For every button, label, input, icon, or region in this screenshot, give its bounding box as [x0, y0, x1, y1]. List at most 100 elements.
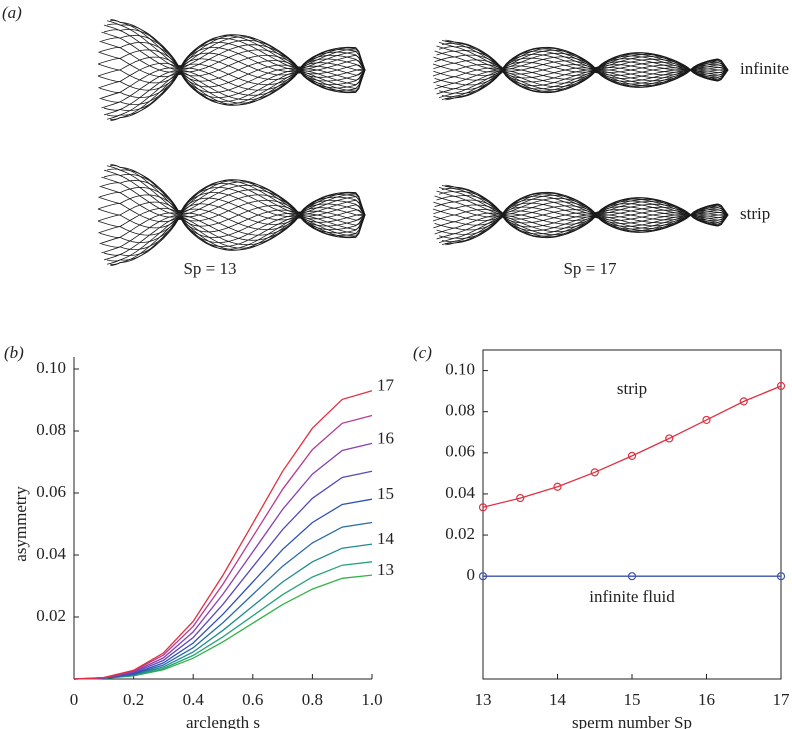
- waveform-line: [98, 81, 121, 89]
- waveform-line: [99, 87, 121, 93]
- waveform-line: [434, 201, 456, 208]
- x-tick-label: 0.8: [302, 690, 323, 709]
- waveform-line: [434, 56, 456, 63]
- waveform-line: [433, 62, 456, 70]
- series-label: 13: [377, 560, 394, 579]
- data-point: [478, 503, 488, 512]
- y-tick-label: 0.10: [445, 359, 475, 378]
- series-line: [73, 390, 373, 680]
- waveform-line: [110, 262, 121, 265]
- waveform-line: [106, 168, 121, 171]
- waveform-line: [103, 252, 121, 256]
- waveform-line: [97, 63, 121, 71]
- waveform-line: [432, 208, 456, 216]
- y-tick-label: 0.02: [445, 524, 475, 543]
- waveform-line: [99, 236, 121, 245]
- waveform-line: [101, 246, 121, 254]
- waveform-line: [433, 215, 456, 223]
- x-tick-label: 13: [475, 690, 492, 709]
- plot-frame: [482, 349, 782, 680]
- waveform-line: [97, 214, 121, 222]
- data-point: [516, 493, 525, 503]
- waveform-line: [436, 84, 456, 90]
- data-point: [627, 451, 637, 460]
- waveform-line: [119, 166, 366, 237]
- waveform-line: [454, 56, 729, 88]
- waveform-line: [432, 69, 456, 77]
- series-line: [73, 521, 373, 680]
- waveform-line: [436, 229, 456, 235]
- x-tick-label: 0.6: [242, 690, 263, 709]
- row-label: infinite: [740, 59, 789, 78]
- waveform-line: [119, 182, 366, 241]
- row-label: strip: [740, 204, 770, 223]
- waveform-line: [101, 98, 121, 103]
- waveform-line: [454, 201, 729, 233]
- waveform-line: [438, 191, 456, 195]
- waveform-line: [433, 76, 456, 84]
- series-label: 15: [377, 484, 394, 503]
- waveform-line: [119, 193, 366, 264]
- column-label: Sp = 13: [183, 259, 236, 278]
- waveform-line: [99, 232, 121, 238]
- x-tick-label: 15: [624, 690, 641, 709]
- waveform-line: [106, 114, 121, 117]
- waveform-line: [434, 195, 456, 203]
- y-tick-label: 0.06: [445, 442, 475, 461]
- data-point: [776, 572, 786, 581]
- waveform-line: [433, 221, 456, 229]
- waveform-line: [101, 37, 121, 42]
- data-point: [739, 397, 748, 406]
- series-line: [73, 574, 373, 680]
- x-tick-label: 1.0: [361, 690, 382, 709]
- waveform-line: [445, 242, 456, 245]
- waveform-line: [438, 235, 456, 239]
- waveform-line: [99, 40, 121, 49]
- waveform-line: [441, 94, 456, 98]
- x-axis-label: sperm number Sp: [572, 713, 692, 729]
- waveform-line: [436, 195, 456, 201]
- waveform-line: [119, 39, 366, 93]
- waveform-line: [110, 165, 121, 168]
- waveform-line: [101, 101, 121, 109]
- waveform-line: [436, 50, 456, 56]
- waveform-line: [445, 97, 456, 100]
- y-tick-label: 0.10: [36, 358, 66, 377]
- data-point: [590, 468, 599, 477]
- waveform-line: [119, 213, 366, 251]
- series-label: 17: [377, 376, 395, 395]
- x-tick-label: 0.2: [123, 690, 144, 709]
- waveform-line: [101, 182, 121, 187]
- waveform-line: [101, 176, 121, 184]
- waveform-line: [441, 42, 456, 46]
- waveform-line: [119, 192, 366, 264]
- data-point: [627, 572, 637, 581]
- waveform-line: [119, 47, 366, 119]
- waveform-line: [98, 203, 121, 210]
- waveform-line: [97, 69, 121, 77]
- waveform-line: [119, 196, 366, 261]
- series-label: infinite fluid: [589, 587, 675, 606]
- series-line: [73, 498, 373, 680]
- waveform-line: [454, 62, 729, 88]
- waveform-line: [119, 166, 366, 238]
- x-tick-label: 14: [549, 690, 567, 709]
- waveform-line: [119, 184, 366, 238]
- panel-label: (b): [4, 343, 24, 362]
- waveform-line: [119, 47, 366, 101]
- waveform-line: [119, 21, 366, 93]
- waveform-line: [106, 23, 121, 26]
- y-tick-label: 0: [467, 565, 476, 584]
- waveform-line: [98, 196, 121, 204]
- waveform-line: [454, 207, 729, 233]
- waveform-line: [445, 40, 456, 43]
- waveform-line: [433, 56, 456, 64]
- y-axis-label: asymmetry: [11, 486, 30, 562]
- waveform-line: [98, 226, 121, 234]
- series-line: [73, 442, 373, 680]
- series-label: 16: [377, 428, 394, 447]
- waveform-line: [119, 34, 366, 72]
- series-line: [73, 470, 373, 680]
- waveform-line: [103, 29, 121, 33]
